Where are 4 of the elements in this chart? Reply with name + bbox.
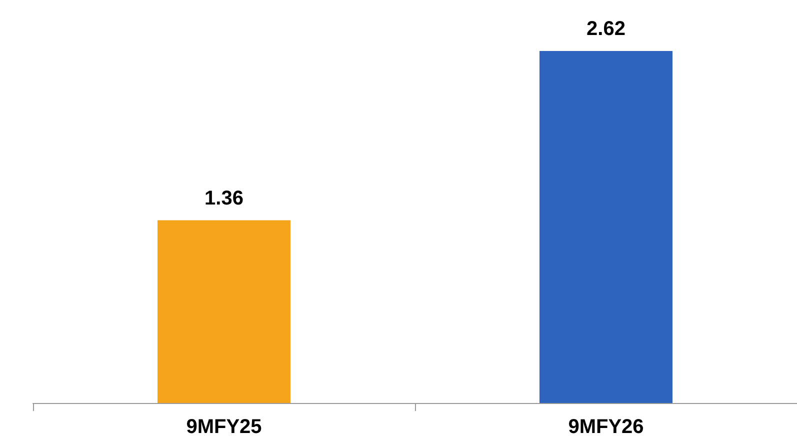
x-tick-label: 9MFY25 (186, 416, 262, 438)
data-label: 2.62 (586, 18, 626, 40)
x-tick-label: 9MFY26 (568, 416, 644, 438)
data-label: 1.36 (204, 187, 244, 210)
